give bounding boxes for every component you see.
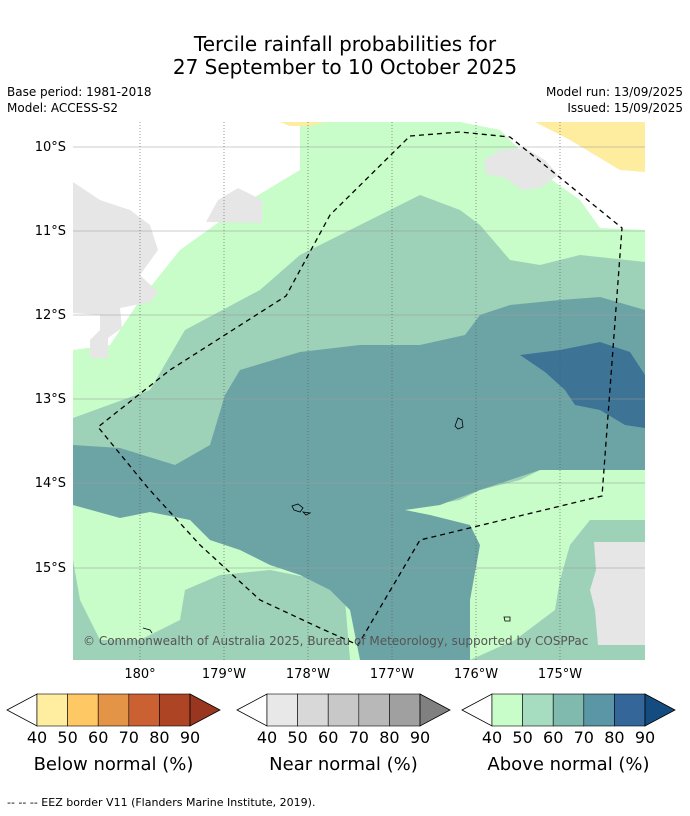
islands [142, 417, 511, 634]
colorbar-segment [552, 693, 585, 727]
colorbar-segment [522, 693, 554, 727]
lat-tick-label: 13°S [35, 392, 66, 407]
colorbar-segment [67, 693, 99, 727]
colorbar-tick-label: 70 [349, 728, 369, 747]
land-northeast [484, 148, 558, 190]
colorbar-tick-label: 90 [635, 728, 655, 747]
land-southeast [590, 542, 645, 645]
colorbar-tick-label: 50 [512, 728, 532, 747]
colorbar-segment [583, 693, 615, 727]
colorbar-tick-label: 40 [27, 728, 47, 747]
eez-border [97, 131, 623, 646]
island-outline [301, 511, 312, 516]
lat-tick-label: 11°S [35, 224, 66, 239]
lat-tick-label: 10°S [35, 140, 66, 155]
colorbar-segment [491, 693, 523, 727]
colorbar-tick-label: 90 [410, 728, 430, 747]
colorbar-extend-high [189, 693, 221, 727]
colorbar-near-normal: 40 50 60 70 80 90 Near normal (%) [236, 693, 451, 775]
colorbar-title: Below normal (%) [34, 754, 194, 775]
colorbar-segment [128, 693, 160, 727]
island-outline [454, 417, 464, 430]
colorbar-segment [614, 693, 646, 727]
below-40-region-top [280, 122, 325, 126]
graticule [73, 122, 645, 660]
issued-label: Issued: 15/09/2025 [567, 101, 683, 115]
map-title-line-1: Tercile rainfall probabilities for [193, 32, 497, 56]
model-run-label: Model run: 13/09/2025 [545, 85, 683, 99]
colorbar-tick-label: 60 [543, 728, 563, 747]
colorbar-tick-label: 70 [574, 728, 594, 747]
lon-tick-labels: 180° 179°W 178°W 177°W 176°W 175°W [124, 667, 582, 682]
colorbar-tick-label: 90 [180, 728, 200, 747]
colorbar-tick-label: 60 [318, 728, 338, 747]
lon-tick-label: 176°W [454, 667, 498, 682]
colorbar-extend-low [236, 693, 268, 727]
colorbar-segment [159, 693, 191, 727]
colorbar-title: Near normal (%) [269, 754, 418, 775]
lon-tick-label: 175°W [538, 667, 582, 682]
colorbar-tick-label: 70 [119, 728, 139, 747]
colorbar-extend-high [419, 693, 451, 727]
island-outline [503, 616, 511, 622]
lat-tick-labels: 10°S 11°S 12°S 13°S 14°S 15°S [35, 140, 66, 576]
land-small-north [206, 188, 262, 223]
model-label: Model: ACCESS-S2 [7, 101, 119, 115]
land-west [73, 182, 158, 358]
colorbar-extend-low [6, 693, 38, 727]
colorbar-tick-label: 80 [604, 728, 624, 747]
copyright-notice: © Commonwealth of Australia 2025, Bureau… [83, 634, 588, 648]
lat-tick-label: 12°S [35, 308, 66, 323]
colorbar-segment [297, 693, 329, 727]
colorbar-segment [36, 693, 68, 727]
lat-tick-label: 14°S [35, 476, 66, 491]
island-outline [291, 503, 304, 513]
base-period-label: Base period: 1981-2018 [7, 85, 152, 99]
colorbar-tick-label: 50 [287, 728, 307, 747]
lat-tick-label: 15°S [35, 561, 66, 576]
colorbar-extend-low [461, 693, 493, 727]
above-70-region [520, 342, 645, 428]
colorbar-segment [327, 693, 360, 727]
colorbar-tick-label: 40 [257, 728, 277, 747]
probability-field [73, 122, 645, 660]
lon-tick-label: 179°W [202, 667, 246, 682]
eez-footnote: -- -- -- EEZ border V11 (Flanders Marine… [7, 796, 316, 809]
colorbar-tick-label: 50 [57, 728, 77, 747]
lon-tick-label: 180° [124, 667, 155, 682]
map-title-line-2: 27 September to 10 October 2025 [172, 55, 518, 79]
colorbar-tick-label: 40 [482, 728, 502, 747]
colorbar-tick-label: 80 [379, 728, 399, 747]
colorbar-segment [389, 693, 421, 727]
colorbar-tick-label: 80 [149, 728, 169, 747]
map-canvas: 10°S 11°S 12°S 13°S 14°S 15°S 180° 179°W… [6, 122, 676, 775]
island-outline [142, 627, 153, 634]
above-60-region [73, 297, 645, 660]
lon-tick-label: 177°W [370, 667, 414, 682]
colorbar-above-normal: 40 50 60 70 80 90 Above normal (%) [461, 693, 676, 775]
lon-tick-label: 178°W [286, 667, 330, 682]
colorbar-below-normal: 40 50 60 70 80 90 Below normal (%) [6, 693, 221, 775]
colorbar-segment [358, 693, 390, 727]
colorbar-segment [266, 693, 298, 727]
colorbar-tick-label: 60 [88, 728, 108, 747]
colorbar-extend-high [644, 693, 676, 727]
colorbar-title: Above normal (%) [487, 754, 649, 775]
colorbar-segment [97, 693, 130, 727]
